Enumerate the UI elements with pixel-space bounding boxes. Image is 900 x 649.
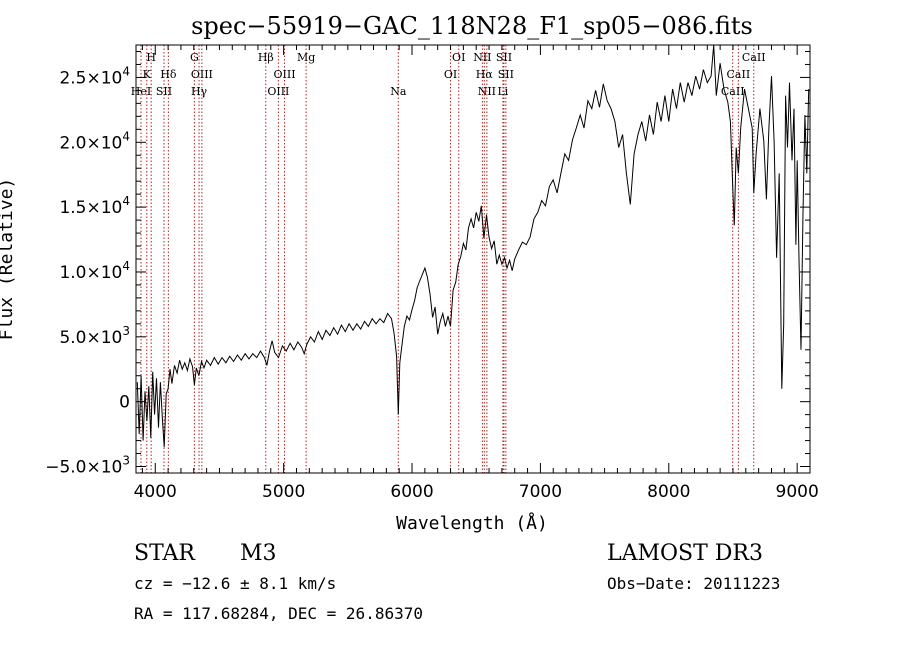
chart-title: spec−55919−GAC_118N28_F1_sp05−086.fits	[191, 12, 753, 40]
spectral-line-label: HeI	[131, 85, 151, 98]
spectral-line-label: OI	[452, 51, 465, 64]
x-tick-label: 9000	[776, 482, 819, 502]
y-tick-mantissa: −5.0×10	[45, 458, 122, 478]
spectral-line-label: Hα	[476, 68, 494, 81]
spectral-line-label: Na	[390, 85, 407, 98]
spectral-line-label: Hβ	[258, 51, 274, 64]
spectral-line-label: Hδ	[160, 68, 177, 81]
y-tick-label: 0	[119, 393, 130, 413]
x-tick-label: 4000	[134, 482, 177, 502]
spectral-line-label: OIII	[191, 68, 213, 81]
spectral-line-markers	[140, 45, 755, 473]
y-tick-mantissa: 5.0×10	[59, 328, 122, 348]
spectral-line-label: OI	[444, 68, 457, 81]
y-tick-exponent: 4	[122, 259, 130, 273]
y-tick-label: 2.0×104	[59, 129, 130, 153]
spectral-line-label: Hγ	[191, 85, 208, 98]
y-axis-label: Flux (Relative)	[0, 178, 17, 341]
spectral-line-label: G	[190, 51, 199, 64]
spectral-line-label: SII	[156, 85, 172, 98]
x-tick-label: 5000	[262, 482, 305, 502]
x-tick-label: 7000	[519, 482, 562, 502]
spectral-line-label: SII	[498, 68, 514, 81]
y-tick-mantissa: 1.0×10	[59, 263, 122, 283]
y-tick-mantissa: 0	[119, 393, 130, 413]
y-tick-mantissa: 1.5×10	[59, 198, 122, 218]
y-tick-label: 2.5×104	[59, 64, 130, 88]
spectral-line-label: Li	[497, 85, 508, 98]
y-tick-exponent: 3	[122, 324, 130, 338]
spectral-line-label: OIII	[274, 68, 296, 81]
y-axis-ticks: −5.0×10305.0×1031.0×1041.5×1042.0×1042.5…	[45, 50, 810, 478]
spectral-line-label: CaII	[721, 85, 745, 98]
y-tick-exponent: 4	[122, 129, 130, 143]
y-tick-exponent: 4	[122, 194, 130, 208]
spectral-line-label: OIII	[267, 85, 289, 98]
redshift-value: cz = −12.6 ± 8.1 km/s	[134, 574, 336, 593]
spectral-line-label: NII	[478, 85, 496, 98]
y-tick-mantissa: 2.5×10	[59, 68, 122, 88]
object-subclass: M3	[240, 541, 277, 566]
y-tick-exponent: 4	[122, 64, 130, 78]
y-tick-mantissa: 2.0×10	[59, 133, 122, 153]
object-class: STAR	[134, 541, 196, 566]
y-tick-label: 1.5×104	[59, 194, 130, 218]
y-tick-label: 5.0×103	[59, 324, 130, 348]
observation-date: Obs−Date: 20111223	[607, 574, 780, 593]
sky-coordinates: RA = 117.68284, DEC = 26.86370	[134, 604, 423, 623]
spectral-line-label: H	[146, 51, 156, 64]
spectral-line-label: SII	[496, 51, 512, 64]
y-tick-label: −5.0×103	[45, 454, 130, 478]
x-axis-label: Wavelength (Å)	[396, 512, 548, 534]
spectrum-line	[136, 44, 810, 448]
spectral-line-label: K	[143, 68, 152, 81]
x-tick-label: 8000	[647, 482, 690, 502]
y-tick-label: 1.0×104	[59, 259, 130, 283]
survey-name: LAMOST DR3	[607, 541, 763, 566]
spectral-line-label: Mg	[297, 51, 315, 64]
x-axis-ticks: 4000 5000 6000 7000 8000 9000	[134, 45, 819, 502]
spectral-line-label: CaII	[742, 51, 766, 64]
spectral-line-label: NII	[473, 51, 491, 64]
y-tick-exponent: 3	[122, 454, 130, 468]
spectral-line-label: CaII	[727, 68, 751, 81]
x-tick-label: 6000	[390, 482, 433, 502]
